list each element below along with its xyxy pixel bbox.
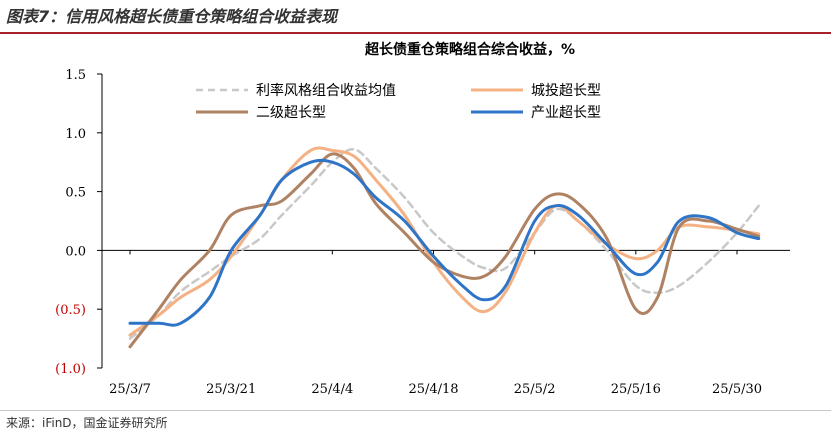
figure-title: 图表7：信用风格超长债重仓策略组合收益表现 (6, 7, 338, 26)
y-tick-label: 1.5 (65, 68, 86, 83)
x-axis: 25/3/7 25/3/21 25/4/4 25/4/18 25/5/2 25/5/16 2… (102, 249, 790, 397)
legend-label: 产业超长型 (531, 105, 601, 121)
x-tick-label: 25/5/2 (514, 382, 556, 397)
y-tick-label: 1.0 (65, 127, 86, 142)
source-note: 来源：iFinD，国金证券研究所 (6, 416, 168, 430)
x-tick-label: 25/5/30 (712, 382, 762, 397)
series-line-1 (128, 146, 761, 337)
title-underline (0, 32, 831, 34)
chart-title: 超长债重仓策略组合综合收益，% (364, 41, 575, 58)
y-axis: 1.5 1.0 0.5 0.0 (0.5) (1.0) (55, 68, 103, 377)
x-tick-label: 25/4/18 (408, 382, 458, 397)
source-divider (0, 410, 831, 411)
legend-label: 城投超长型 (531, 83, 601, 99)
y-tick-label: 0.5 (65, 186, 86, 201)
x-tick-label: 25/5/16 (611, 382, 661, 397)
series-layer (128, 146, 761, 349)
series-line-3 (128, 158, 761, 327)
y-tick-label: (0.5) (55, 303, 86, 318)
legend-label: 利率风格组合收益均值 (256, 82, 396, 99)
y-tick-label: 0.0 (65, 244, 86, 259)
legend-label: 二级超长型 (256, 105, 326, 121)
x-tick-label: 25/3/7 (109, 382, 151, 397)
x-tick-label: 25/3/21 (206, 382, 256, 397)
series-line-2 (128, 152, 761, 349)
y-tick-label: (1.0) (55, 362, 86, 377)
x-tick-label: 25/4/4 (311, 382, 353, 397)
